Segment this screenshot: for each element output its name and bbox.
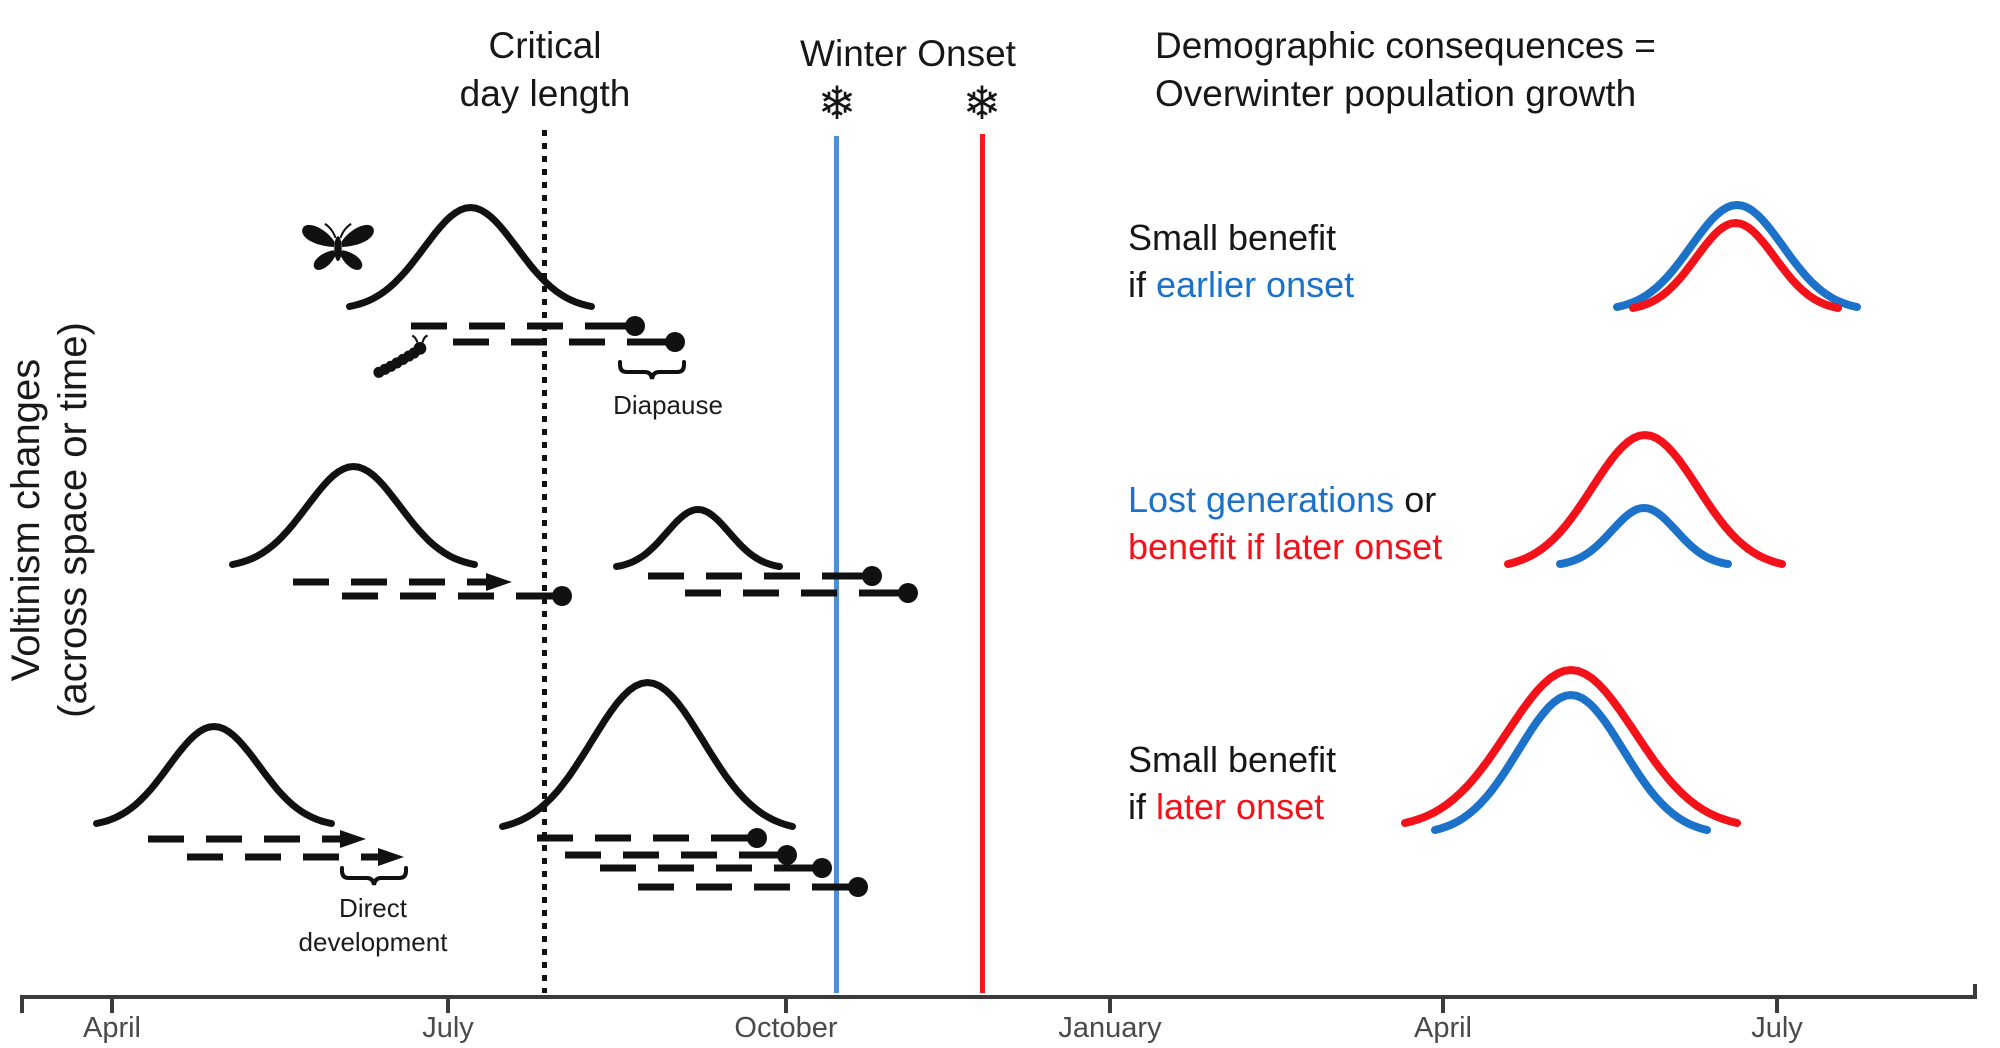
annotation-later-onset: Small benefit if later onset [1128, 736, 1336, 830]
month-label: July [422, 1012, 474, 1044]
development-dash-line [638, 877, 868, 897]
winter-onset-late-line [980, 134, 985, 993]
generation-curve-row2-first [229, 462, 478, 568]
demographic-line1: Demographic consequences = [1155, 25, 1656, 66]
outcome-curve-blue-middle [1556, 503, 1732, 568]
direct-development-line1: Direct [339, 893, 407, 923]
month-label: October [734, 1012, 838, 1044]
outcome-curve-red-top [1629, 218, 1842, 312]
annotation-text-red: benefit if later onset [1128, 526, 1443, 567]
development-dash-line [342, 586, 572, 606]
annotation-text-blue: earlier onset [1156, 264, 1355, 305]
generation-curve-row3-second [499, 678, 796, 830]
direct-development-arrow [187, 848, 404, 866]
axis-tick [110, 999, 114, 1013]
annotation-text-blue: Lost generations [1128, 479, 1395, 520]
critical-day-length-label: Critical day length [395, 22, 695, 118]
annotation-lost-generations: Lost generations or benefit if later ons… [1128, 476, 1442, 570]
generation-curve-row2-second [613, 505, 783, 570]
axis-end-cap [1973, 984, 1977, 996]
winter-onset-early-line [834, 136, 839, 993]
axis-tick [446, 999, 450, 1013]
direct-development-arrow [293, 573, 512, 591]
axis-tick [1441, 999, 1445, 1013]
caterpillar-icon [373, 334, 428, 378]
diapause-label: Diapause [613, 390, 723, 420]
axis-tick [784, 999, 788, 1013]
annotation-text: or [1394, 479, 1437, 520]
critical-label-line2: day length [459, 73, 631, 114]
development-dash-line [565, 845, 797, 865]
snowflake-icon: ❄ [817, 77, 857, 129]
butterfly-icon [302, 222, 374, 270]
axis-tick [1775, 999, 1779, 1013]
outcome-curve-blue-top [1613, 200, 1861, 311]
annotation-text-red: later onset [1156, 786, 1325, 827]
y-axis-label-line2: (across space or time) [51, 322, 95, 718]
development-dash-line [411, 316, 645, 336]
generation-curve-row3-first [93, 722, 335, 827]
snowflake-icon: ❄ [962, 77, 1002, 129]
annotation-text: if [1128, 786, 1157, 827]
axis-end-cap [20, 999, 24, 1013]
development-dash-line [537, 828, 767, 848]
annotation-text: Small benefit [1128, 739, 1337, 780]
annotation-text: Small benefit [1128, 217, 1337, 258]
critical-day-length-line [542, 130, 547, 993]
y-axis-label-line1: Voltinism changes [4, 358, 48, 682]
direct-development-line2: development [298, 927, 448, 957]
month-label: April [82, 1012, 141, 1044]
outcome-curve-red-bottom [1401, 665, 1741, 827]
month-label: January [1058, 1012, 1162, 1044]
development-dash-line [600, 858, 832, 878]
direct-development-brace [340, 866, 408, 886]
critical-label-line1: Critical [488, 25, 602, 66]
time-axis [20, 995, 1977, 999]
direct-development-label: Direct development [263, 891, 483, 959]
axis-tick [1108, 999, 1112, 1013]
development-dash-line [453, 332, 685, 352]
outcome-curve-red-middle [1504, 430, 1786, 568]
month-label: April [1413, 1012, 1472, 1044]
y-axis-label: Voltinism changes (across space or time) [3, 240, 97, 800]
demographic-consequences-label: Demographic consequences = Overwinter po… [1155, 22, 1656, 118]
month-label: July [1751, 1012, 1803, 1044]
demographic-line2: Overwinter population growth [1155, 73, 1637, 114]
winter-onset-label: Winter Onset [800, 33, 1016, 74]
development-dash-line [685, 583, 918, 603]
annotation-early-onset: Small benefit if earlier onset [1128, 214, 1354, 308]
diapause-brace [618, 360, 686, 380]
generation-curve-row1 [346, 203, 595, 310]
direct-development-arrow [148, 830, 366, 848]
annotation-text: if [1128, 264, 1157, 305]
development-dash-line [648, 566, 882, 586]
outcome-curve-blue-bottom [1431, 690, 1711, 834]
